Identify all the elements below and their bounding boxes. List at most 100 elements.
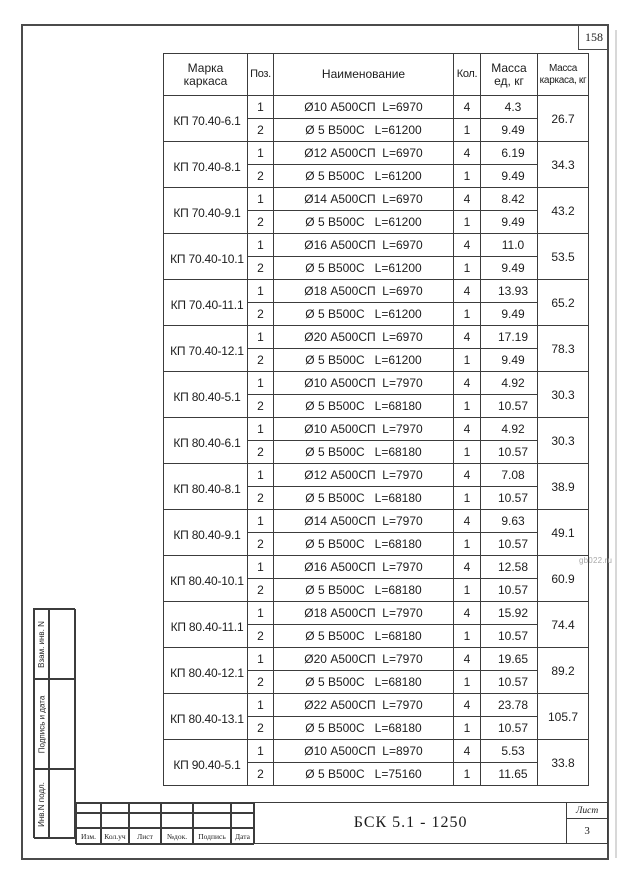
qty-cell: 4 <box>453 693 481 717</box>
pos-cell: 2 <box>247 624 274 648</box>
qty-cell: 4 <box>453 739 481 763</box>
rotated-label-inv: Инв.N подл. <box>37 781 46 827</box>
unit-mass-cell: 8.42 <box>480 187 538 211</box>
mark-cell: КП 80.40-5.1 <box>163 371 248 418</box>
mark-cell: КП 80.40-13.1 <box>163 693 248 740</box>
mark-cell: КП 70.40-9.1 <box>163 187 248 234</box>
header-qty: Кол. <box>453 53 481 96</box>
table-row: КП 80.40-10.1 1 Ø16 А500СП L=7970 4 12.58 60.… <box>163 555 589 602</box>
qty-cell: 1 <box>453 118 481 142</box>
unit-mass-cell: 11.0 <box>480 233 538 257</box>
unit-mass-cell: 9.49 <box>480 118 538 142</box>
qty-cell: 4 <box>453 325 481 349</box>
name-cell: Ø 5 В500С L=68180 <box>273 486 454 510</box>
name-cell: Ø14 А500СП L=6970 <box>273 187 454 211</box>
unit-mass-cell: 9.49 <box>480 302 538 326</box>
left-stamp-empty-cell <box>49 769 76 839</box>
pos-cell: 1 <box>247 325 274 349</box>
frame-mass-cell: 65.2 <box>537 279 589 326</box>
table-row: КП 80.40-11.1 1 Ø18 А500СП L=7970 4 15.92 74.… <box>163 601 589 648</box>
qty-cell: 4 <box>453 187 481 211</box>
revision-cell <box>231 813 254 828</box>
pos-cell: 2 <box>247 578 274 602</box>
pos-cell: 2 <box>247 716 274 740</box>
revision-col-koluch: Кол.уч <box>101 828 129 845</box>
unit-mass-cell: 19.65 <box>480 647 538 671</box>
name-cell: Ø 5 В500С L=61200 <box>273 348 454 372</box>
qty-cell: 1 <box>453 348 481 372</box>
revision-col-podpis: Подпись <box>193 828 231 845</box>
qty-cell: 4 <box>453 371 481 395</box>
unit-mass-cell: 7.08 <box>480 463 538 487</box>
pos-cell: 2 <box>247 256 274 280</box>
name-cell: Ø 5 В500С L=68180 <box>273 578 454 602</box>
pos-cell: 2 <box>247 118 274 142</box>
spec-table: Марка каркаса Поз. Наименование Кол. Мас… <box>163 53 589 786</box>
name-cell: Ø 5 В500С L=75160 <box>273 762 454 786</box>
revision-cell <box>129 813 161 828</box>
mark-cell: КП 80.40-10.1 <box>163 555 248 602</box>
pos-cell: 2 <box>247 164 274 188</box>
qty-cell: 4 <box>453 555 481 579</box>
name-cell: Ø10 А500СП L=7970 <box>273 371 454 395</box>
unit-mass-cell: 10.57 <box>480 394 538 418</box>
sheet-number: 3 <box>584 825 590 837</box>
drawing-frame <box>21 24 609 860</box>
frame-mass-cell: 26.7 <box>537 95 589 142</box>
qty-cell: 4 <box>453 647 481 671</box>
mark-cell: КП 80.40-12.1 <box>163 647 248 694</box>
qty-cell: 1 <box>453 394 481 418</box>
name-cell: Ø12 А500СП L=6970 <box>273 141 454 165</box>
qty-cell: 4 <box>453 279 481 303</box>
header-pos: Поз. <box>247 53 274 96</box>
revision-col-list: Лист <box>129 828 161 845</box>
frame-mass-cell: 30.3 <box>537 417 589 464</box>
pos-cell: 1 <box>247 95 274 119</box>
pos-cell: 2 <box>247 394 274 418</box>
frame-mass-cell: 60.9 <box>537 555 589 602</box>
pos-cell: 1 <box>247 509 274 533</box>
scan-artifact-line <box>615 30 617 858</box>
mark-cell: КП 90.40-5.1 <box>163 739 248 786</box>
mark-cell: КП 70.40-8.1 <box>163 141 248 188</box>
pos-cell: 1 <box>247 141 274 165</box>
qty-cell: 4 <box>453 601 481 625</box>
frame-mass-cell: 53.5 <box>537 233 589 280</box>
qty-cell: 1 <box>453 762 481 786</box>
pos-cell: 1 <box>247 187 274 211</box>
pos-cell: 2 <box>247 762 274 786</box>
name-cell: Ø16 А500СП L=7970 <box>273 555 454 579</box>
mark-cell: КП 70.40-11.1 <box>163 279 248 326</box>
frame-mass-cell: 49.1 <box>537 509 589 556</box>
title-block: Изм. Кол.уч Лист №док. Подпись Дата БСК … <box>75 802 608 845</box>
revision-col-ndok: №док. <box>161 828 193 845</box>
qty-cell: 1 <box>453 670 481 694</box>
pos-cell: 1 <box>247 647 274 671</box>
name-cell: Ø 5 В500С L=61200 <box>273 256 454 280</box>
left-stamp-cell: Подпись и дата <box>34 679 49 769</box>
name-cell: Ø18 А500СП L=6970 <box>273 279 454 303</box>
mark-cell: КП 70.40-10.1 <box>163 233 248 280</box>
left-stamp-empty-cell <box>49 609 76 679</box>
name-cell: Ø 5 В500С L=61200 <box>273 118 454 142</box>
unit-mass-cell: 10.57 <box>480 440 538 464</box>
table-row: КП 80.40-12.1 1 Ø20 А500СП L=7970 4 19.65 89.… <box>163 647 589 694</box>
revision-cell <box>161 803 193 813</box>
spec-table-body: КП 70.40-6.1 1 Ø10 А500СП L=6970 4 4.3 26.7 2 Ø… <box>163 95 589 786</box>
revision-cell <box>101 813 129 828</box>
pos-cell: 2 <box>247 302 274 326</box>
rotated-label-vzam: Взам. инв. N <box>37 620 47 668</box>
unit-mass-cell: 4.3 <box>480 95 538 119</box>
name-cell: Ø 5 В500С L=68180 <box>273 394 454 418</box>
unit-mass-cell: 5.53 <box>480 739 538 763</box>
pos-cell: 2 <box>247 210 274 234</box>
table-row: КП 80.40-6.1 1 Ø10 А500СП L=7970 4 4.92 30.3 <box>163 417 589 464</box>
table-row: КП 70.40-11.1 1 Ø18 А500СП L=6970 4 13.93 65.… <box>163 279 589 326</box>
